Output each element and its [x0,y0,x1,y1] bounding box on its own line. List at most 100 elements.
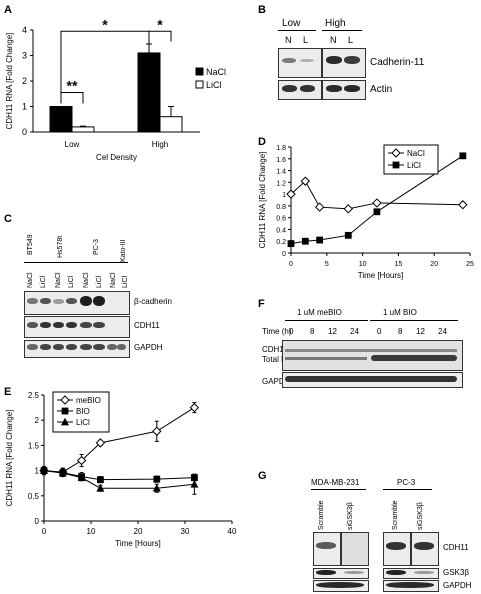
blot-c-lane-1: NaCl [27,272,34,288]
chart-d-point-NaCl-5 [458,200,468,210]
chart-a-signif-2: * [157,16,163,32]
chart-a-ytick-1: 1 [22,102,27,112]
chart-d-point-NaCl-4 [372,198,382,208]
chart-d-point-LiCl-1 [301,237,309,245]
chart-a-ylabel: CDH11 RNA [Fold Change] [5,33,14,130]
chart-e-point-LiCl-1 [58,468,67,477]
blot-c-line-4: Kato-III [120,239,127,262]
chart-e-point-BIO-3 [97,476,104,484]
chart-d-legend-marker-1 [392,161,400,169]
chart-d-ytick-9: 1.8 [276,145,286,152]
blot-c-lane-2: LiCl [40,275,47,288]
blot-g-row-1: CDH11 [443,543,469,552]
chart-a-ytick-4: 4 [22,25,27,35]
blot-f-time-6: 8 [398,327,403,336]
blot-f-time-label: Time (h) [262,327,292,336]
chart-d-xtick-5: 25 [466,261,474,268]
blot-b-lane-1: N [285,35,292,45]
chart-a-category-0: Low [65,140,80,149]
chart-d-legend-box [383,144,439,175]
blot-c-lane-8: LiCl [122,275,129,288]
blot-f-row-3: GAPDH [262,377,291,386]
blot-b-lane-3: N [330,35,337,45]
chart-a-category-1: High [152,140,168,149]
chart-e: 0 0.5 1 1.5 2 2.5 0 10 20 30 40 Time [Hours] CDH11 R… [5,391,237,548]
chart-e-ytick-5: 2.5 [28,391,40,400]
blot-f-time-7: 12 [416,327,425,336]
chart-d-ylabel: CDH11 RNA [Fold Change] [258,152,267,249]
chart-a-ytick-0: 0 [22,127,27,137]
chart-a-ytick-3: 3 [22,51,27,61]
chart-e-legend-marker-0 [60,395,70,405]
blot-c-row-2: CDH11 [134,321,160,330]
blot-f-row-1: CDH11 [262,345,288,354]
chart-e-xtick-4: 40 [228,527,237,536]
blot-b-group-high: High [325,18,346,29]
blot-c-lane-5: NaCl [83,272,90,288]
chart-e-legend-2: LiCl [76,418,90,427]
chart-e-ytick-2: 1 [35,467,40,476]
panel-label-d: D [258,136,266,148]
blot-f-time-8: 24 [438,327,447,336]
chart-d: 0 0.2 0.4 0.6 0.8 1 1.2 1.4 1.6 1.8 0 5 10 15 20 25 Time… [258,144,474,280]
chart-e-legend-1: BIO [76,407,90,416]
panel-label-a: A [4,4,12,16]
chart-e-point-LiCl-5 [190,480,199,488]
chart-a-ytick-2: 2 [22,76,27,86]
chart-e-xtick-2: 20 [134,527,143,536]
blot-c-row-1: β-cadherin [134,297,172,306]
blot-c-line-1: BT549 [27,234,34,255]
chart-e-ylabel: CDH11 RNA [Fold Change] [5,410,14,507]
chart-d-ytick-7: 1.4 [276,169,286,176]
chart-a-legend-1: LiCl [206,80,222,90]
chart-a-xlabel: Cel Density [96,153,137,162]
blot-f-time-1: 0 [289,327,294,336]
chart-d-legend-1: LiCl [407,161,421,170]
chart-e-ytick-1: 0.5 [28,492,40,501]
blot-c-line-2: Hs578t [57,235,64,258]
blot-g-lane-2: siGSK3β [347,502,354,530]
chart-a-bar-LiCl-Low [71,126,95,133]
chart-e-legend-marker-2 [61,417,69,426]
chart-d-ytick-6: 1.2 [276,180,286,187]
chart-a-bar-LiCl-High [159,116,183,133]
chart-e-xlabel: Time [Hours] [115,539,161,548]
chart-a-legend-swatch-1 [195,80,204,89]
chart-d-xtick-1: 5 [325,261,329,268]
chart-a-signif-1: * [102,16,108,32]
blot-c-lane-3: NaCl [55,272,62,288]
chart-d-point-NaCl-2 [314,202,325,212]
chart-e-legend-0: meBIO [76,396,101,405]
chart-d-ytick-2: 0.4 [276,227,286,234]
blot-c-lane-4: LiCl [68,275,75,288]
chart-d-point-LiCl-2 [316,236,324,244]
blot-g-line-2: PC-3 [397,478,416,487]
blot-c-row-3: GAPDH [134,343,163,352]
chart-e-ytick-3: 1.5 [28,441,40,450]
panel-label-c: C [4,213,12,225]
chart-e-legend-marker-1 [61,407,69,415]
chart-e-point-LiCl-4 [152,484,161,492]
panel-label-e: E [4,386,12,398]
chart-d-point-LiCl-3 [344,231,352,239]
blot-g-lane-1: Scramble [318,500,325,530]
chart-d-point-LiCl-4 [373,208,381,216]
blot-g-line-1: MDA-MB-231 [311,478,360,487]
panel-label-g: G [258,470,267,482]
blot-f-group-2: 1 uM BIO [383,308,417,317]
blot-b-group-low: Low [282,18,301,29]
chart-e-point-meBIO-2 [76,455,87,466]
chart-d-point-LiCl-0 [287,240,295,247]
chart-a-bar-NaCl-Low [49,106,73,133]
blot-f-time-4: 24 [350,327,359,336]
blot-c-lane-6: LiCl [96,275,103,288]
chart-d-ytick-5: 1 [282,192,286,199]
panel-label-b: B [258,4,266,16]
chart-a-legend-0: NaCl [206,67,226,77]
chart-d-ytick-1: 0.2 [276,239,286,246]
chart-e-point-meBIO-5 [189,402,200,413]
chart-e-point-meBIO-4 [152,426,162,436]
chart-d-ytick-8: 1.6 [276,157,286,164]
blot-g-lane-3: Scramble [392,500,399,530]
blot-f-time-2: 8 [310,327,315,336]
